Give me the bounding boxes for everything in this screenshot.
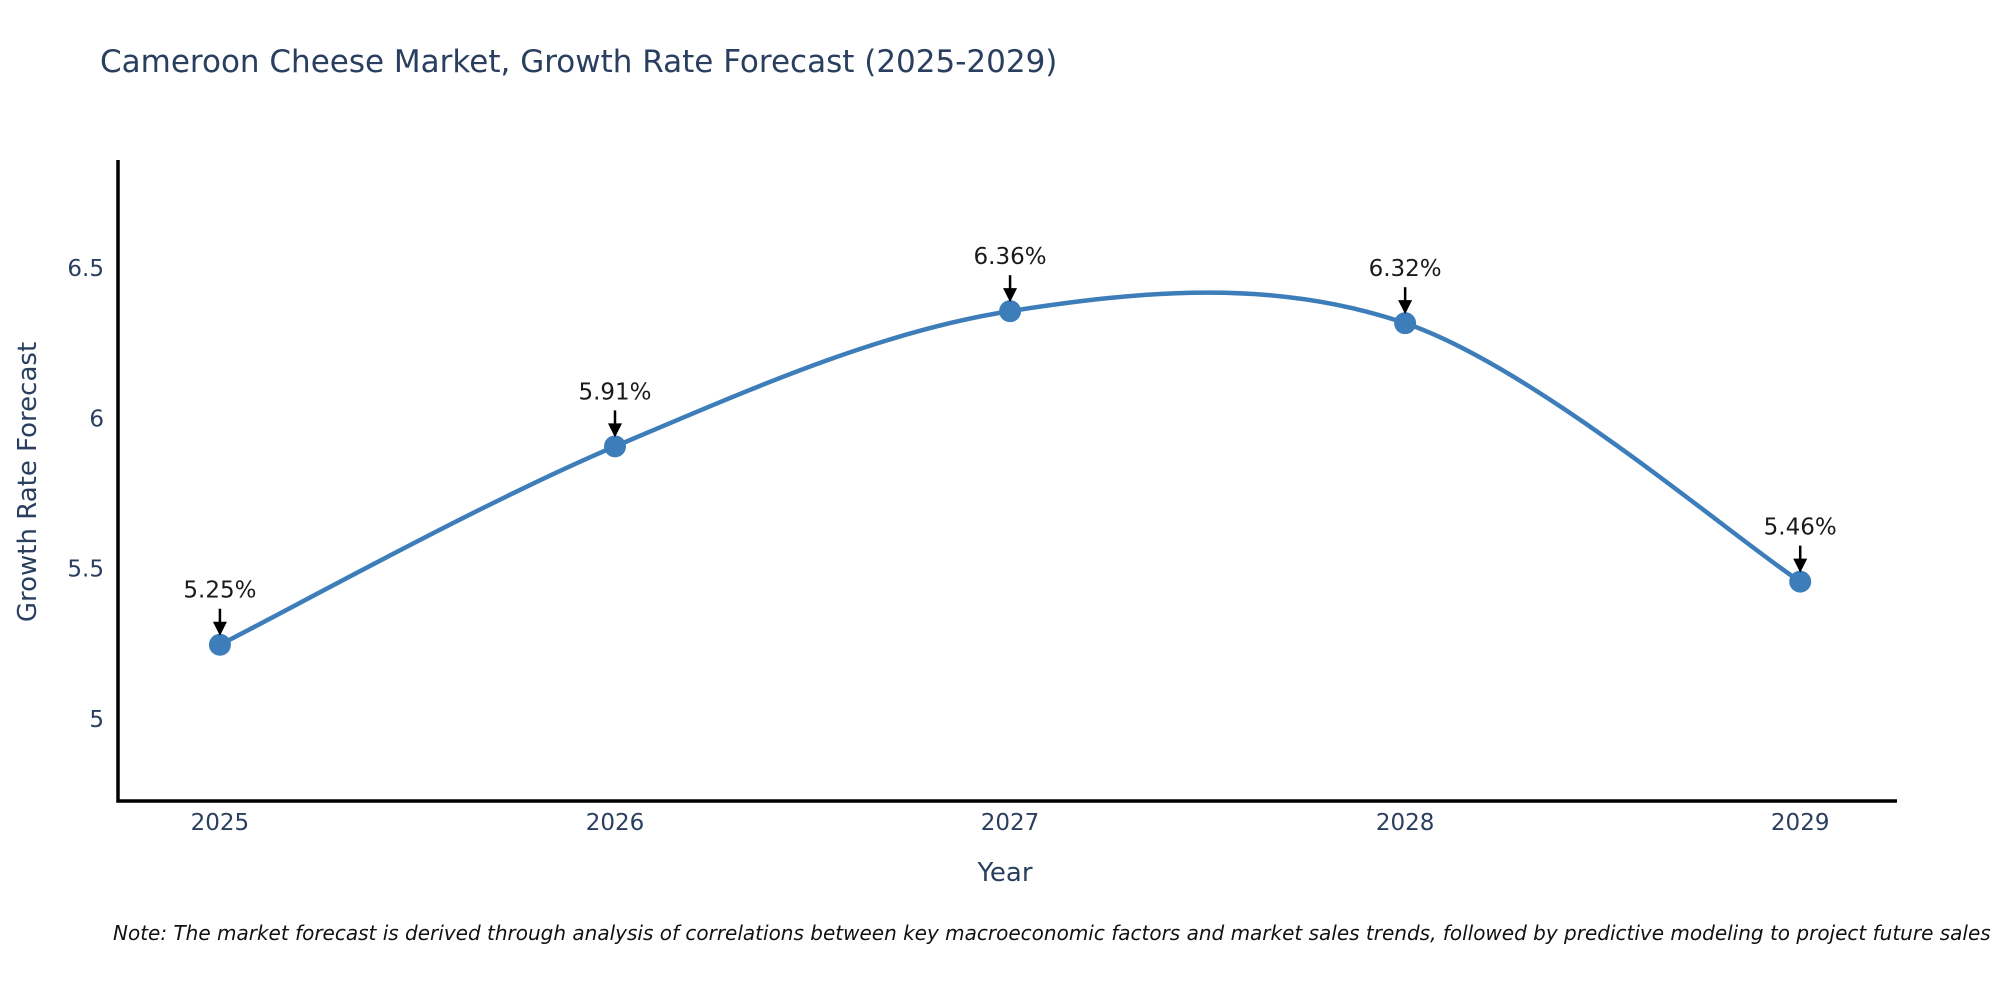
y-axis-tick-label: 6.5: [67, 256, 104, 282]
y-axis-title: Growth Rate Forecast: [13, 341, 43, 623]
data-point-2027: [999, 300, 1022, 323]
annotation-arrowhead: [212, 621, 227, 636]
y-axis-tick-label: 6: [89, 406, 104, 432]
chart-title: Cameroon Cheese Market, Growth Rate Fore…: [100, 44, 1058, 80]
x-axis-tick-label: 2027: [981, 810, 1040, 836]
x-axis-title: Year: [977, 858, 1033, 888]
y-axis-tick-label: 5.5: [67, 557, 104, 583]
axis-spines: [116, 160, 1897, 803]
data-point-2025: [208, 633, 231, 656]
data-point-2029: [1789, 570, 1812, 593]
data-point-label: 6.32%: [1369, 256, 1442, 282]
y-axis-tick-label: 5: [89, 707, 104, 733]
data-point-2028: [1394, 312, 1417, 335]
annotation-arrowhead: [1793, 558, 1808, 573]
x-axis-tick-label: 2028: [1376, 810, 1435, 836]
chart-footnote: Note: The market forecast is derived thr…: [113, 921, 1991, 945]
data-point-2026: [603, 435, 626, 458]
annotation-arrowhead: [1003, 288, 1018, 303]
data-point-label: 5.25%: [183, 578, 256, 604]
x-axis-tick-label: 2029: [1771, 810, 1830, 836]
annotation-arrowhead: [1398, 300, 1413, 315]
x-axis-tick-label: 2026: [586, 810, 645, 836]
x-axis-tick-label: 2025: [191, 810, 250, 836]
annotation-arrowhead: [607, 423, 622, 438]
forecast-line: [218, 290, 1802, 647]
data-point-label: 5.91%: [578, 379, 651, 405]
data-point-label: 6.36%: [974, 244, 1047, 270]
data-point-label: 5.46%: [1764, 515, 1837, 541]
